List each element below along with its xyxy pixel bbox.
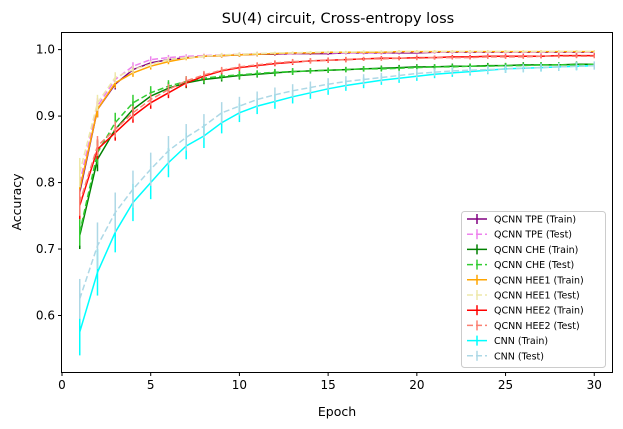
series-7 [78,53,596,220]
series-5 [78,50,596,203]
chart-title: SU(4) circuit, Cross-entropy loss [222,11,454,27]
legend-label: QCNN HEE1 (Train) [494,275,584,286]
x-axis-label: Epoch [318,404,356,419]
y-tick-label: 0.9 [36,109,55,123]
series-line [78,51,595,193]
legend-item: QCNN HEE2 (Test) [467,320,580,332]
x-tick-label: 0 [58,378,66,392]
y-tick-label: 0.8 [36,176,55,190]
legend-label: QCNN CHE (Train) [494,245,578,256]
legend-item: QCNN TPE (Test) [467,229,572,241]
x-tick-label: 5 [147,378,155,392]
series-1 [78,50,596,206]
series-line [78,50,595,173]
series-line [78,63,595,236]
legend-item: QCNN TPE (Train) [467,214,576,226]
y-axis-label: Accuracy [9,173,24,231]
series-line [78,55,595,203]
legend-label: CNN (Test) [494,351,544,362]
legend-item: QCNN CHE (Test) [467,259,574,271]
series-2 [78,50,596,196]
y-tick-label: 0.7 [36,242,55,256]
series-6 [78,50,596,188]
series-line [78,50,595,190]
x-tick-label: 30 [587,378,602,392]
plot-series [78,50,596,356]
legend-label: QCNN HEE2 (Test) [494,321,580,332]
legend-item: QCNN CHE (Train) [467,244,578,256]
legend-items: QCNN TPE (Train) QCNN TPE (Test) QCNN CHE … [467,214,584,362]
legend-label: QCNN HEE1 (Test) [494,291,580,302]
series-line [78,64,595,300]
x-tick-label: 25 [498,378,513,392]
legend-item: CNN (Test) [467,350,544,362]
legend-item: QCNN HEE1 (Train) [467,274,584,286]
x-tick-label: 15 [320,378,335,392]
series-line [78,54,595,207]
plot-frame [61,32,613,373]
y-tick-label: 0.6 [36,309,55,323]
x-tick-label: 20 [409,378,424,392]
legend-label: CNN (Train) [494,336,548,347]
y-tick-label: 1.0 [36,43,55,57]
legend-label: QCNN CHE (Test) [494,260,574,271]
legend: QCNN TPE (Train) QCNN TPE (Test) QCNN CHE … [461,211,606,368]
legend-item: CNN (Train) [467,335,548,347]
y-axis-ticks: 0.6 0.7 0.8 0.9 1.0 [36,43,62,323]
legend-label: QCNN TPE (Train) [494,215,576,226]
legend-item: QCNN HEE1 (Test) [467,290,580,302]
legend-box [461,211,606,368]
series-line [78,63,595,233]
legend-label: QCNN TPE (Test) [494,230,572,241]
legend-item: QCNN HEE2 (Train) [467,305,584,317]
series-10 [78,61,596,319]
x-axis-ticks: 0 5 10 15 20 25 30 [58,372,602,392]
series-8 [78,54,596,216]
x-tick-label: 10 [232,378,247,392]
legend-label: QCNN HEE2 (Train) [494,306,584,317]
